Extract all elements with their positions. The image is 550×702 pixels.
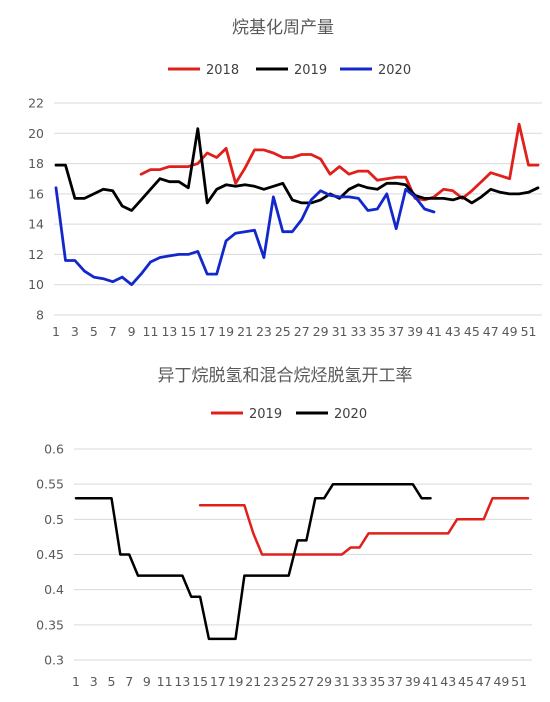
x-tick-label: 15	[180, 324, 196, 339]
chart-1-y-axis: 8 10 12 14 16 18 20 22	[28, 96, 44, 323]
x-tick-label: 49	[493, 674, 509, 689]
y-tick-label: 16	[28, 186, 44, 201]
x-tick-label: 33	[352, 674, 368, 689]
x-tick-label: 13	[174, 674, 190, 689]
x-tick-label: 25	[275, 324, 291, 339]
chart-1-series	[54, 122, 540, 287]
x-tick-label: 5	[107, 674, 115, 689]
y-tick-label: 14	[28, 217, 44, 232]
x-tick-label: 47	[483, 324, 499, 339]
x-tick-label: 27	[298, 674, 314, 689]
chart-2-series	[74, 482, 530, 641]
y-tick-label: 0.45	[36, 547, 64, 562]
x-tick-label: 51	[511, 674, 527, 689]
legend-2020-label: 2020	[378, 63, 411, 78]
x-tick-label: 31	[334, 674, 350, 689]
x-tick-label: 43	[440, 674, 456, 689]
y-tick-label: 18	[28, 156, 44, 171]
x-tick-label: 1	[52, 324, 60, 339]
x-tick-label: 13	[161, 324, 177, 339]
x-tick-label: 37	[388, 324, 404, 339]
x-tick-label: 37	[387, 674, 403, 689]
x-tick-label: 29	[313, 324, 329, 339]
x-tick-label: 1	[72, 674, 80, 689]
x-tick-label: 35	[369, 324, 385, 339]
x-tick-label: 39	[405, 674, 421, 689]
x-tick-label: 19	[228, 674, 244, 689]
y-tick-label: 0.3	[44, 653, 64, 668]
x-tick-label: 41	[426, 324, 442, 339]
chart-1-title: 烷基化周产量	[232, 18, 334, 38]
legend-2019-label: 2019	[294, 63, 327, 78]
legend-2019-label-2: 2019	[249, 407, 282, 422]
x-tick-label: 45	[464, 324, 480, 339]
x-tick-label: 29	[316, 674, 332, 689]
x-tick-label: 5	[90, 324, 98, 339]
y-tick-label: 0.5	[44, 512, 64, 527]
x-tick-label: 35	[369, 674, 385, 689]
legend-2018-label: 2018	[206, 63, 239, 78]
x-tick-label: 41	[423, 674, 439, 689]
y-tick-label: 0.35	[36, 617, 64, 632]
x-tick-label: 23	[263, 674, 279, 689]
series-line-2020	[54, 186, 436, 287]
x-tick-label: 23	[256, 324, 272, 339]
x-tick-label: 7	[125, 674, 133, 689]
x-tick-label: 9	[143, 674, 151, 689]
x-tick-label: 49	[502, 324, 518, 339]
y-tick-label: 10	[28, 277, 44, 292]
x-tick-label: 3	[90, 674, 98, 689]
y-tick-label: 22	[28, 96, 44, 111]
chart-2-legend: 2019 2020	[211, 407, 367, 422]
x-tick-label: 31	[332, 324, 348, 339]
series-line-2019	[54, 127, 540, 212]
x-tick-label: 11	[143, 324, 159, 339]
y-tick-label: 12	[28, 247, 44, 262]
series-line-2019	[198, 496, 530, 556]
chart-2-x-axis: 1 3 5 7 9 11 13 15 17 19 21 23 25 27 29 31 33 35 37 39 41 43 4…	[72, 674, 527, 689]
series-line-2020	[74, 482, 432, 641]
x-tick-label: 25	[281, 674, 297, 689]
x-tick-label: 17	[210, 674, 226, 689]
series-line-2018	[139, 122, 540, 202]
y-tick-label: 0.55	[36, 477, 64, 492]
y-tick-label: 0.6	[44, 442, 64, 457]
x-tick-label: 47	[476, 674, 492, 689]
chart-1-x-axis: 1 3 5 7 9 11 13 15 17 19 21 23 25 27 29 31 33 35 37 39 41 43 4…	[52, 324, 536, 339]
x-tick-label: 51	[521, 324, 537, 339]
x-tick-label: 21	[237, 324, 253, 339]
x-tick-label: 11	[157, 674, 173, 689]
y-tick-label: 8	[36, 308, 44, 323]
legend-2020-label-2: 2020	[334, 407, 367, 422]
x-tick-label: 27	[294, 324, 310, 339]
chart-1-gridlines	[54, 102, 542, 316]
x-tick-label: 43	[445, 324, 461, 339]
x-tick-label: 21	[245, 674, 261, 689]
x-tick-label: 15	[192, 674, 208, 689]
x-tick-label: 17	[199, 324, 215, 339]
x-tick-label: 9	[128, 324, 136, 339]
chart-1-legend: 2018 2019 2020	[168, 63, 411, 78]
y-tick-label: 0.4	[44, 582, 64, 597]
x-tick-label: 39	[407, 324, 423, 339]
chart-2-title: 异丁烷脱氢和混合烷烃脱氢开工率	[158, 366, 413, 386]
chart-2-y-axis: 0.3 0.35 0.4 0.45 0.5 0.55 0.6	[36, 442, 64, 668]
x-tick-label: 7	[109, 324, 117, 339]
x-tick-label: 19	[218, 324, 234, 339]
x-tick-label: 33	[350, 324, 366, 339]
x-tick-label: 45	[458, 674, 474, 689]
y-tick-label: 20	[28, 126, 44, 141]
x-tick-label: 3	[71, 324, 79, 339]
